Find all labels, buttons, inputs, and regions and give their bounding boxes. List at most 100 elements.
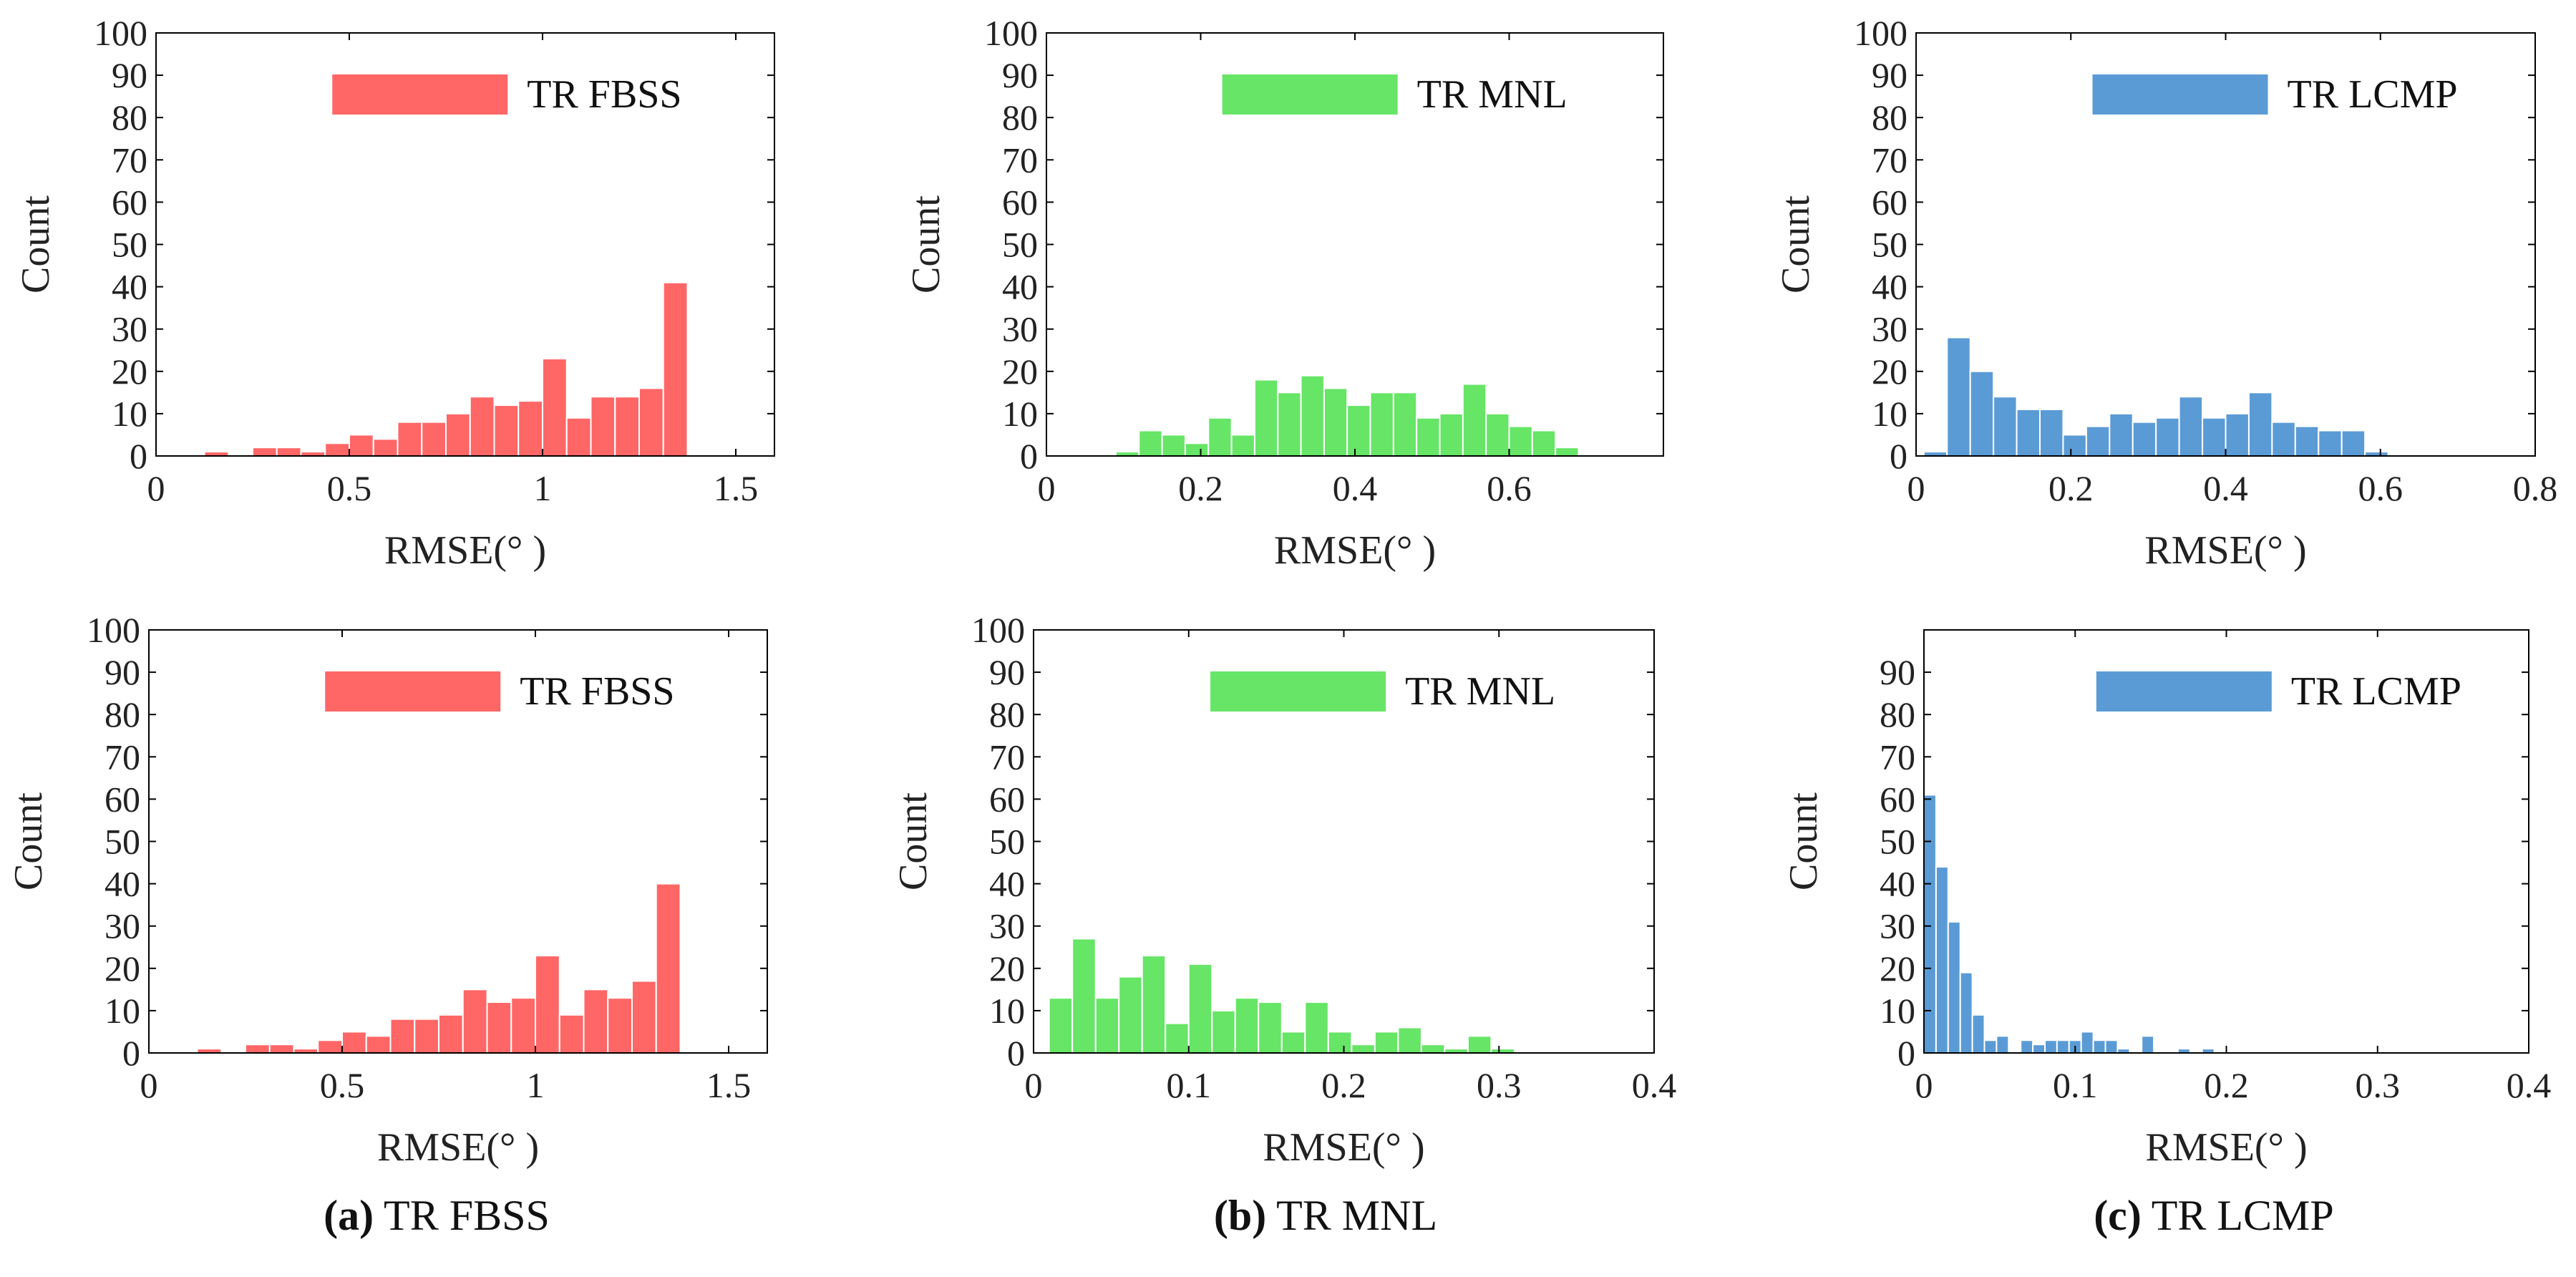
bar-top-mnl-12 — [1392, 392, 1418, 457]
bar-top-fbss-6 — [349, 434, 374, 457]
bar-bottom-lcmp-11 — [2056, 1039, 2070, 1054]
bar-top-mnl-1 — [1138, 429, 1163, 457]
caption-2: (c) TR LCMP — [2094, 1192, 2334, 1239]
y-tick-label: 10 — [1872, 394, 1907, 434]
bar-top-fbss-11 — [469, 396, 495, 457]
y-axis-title: Count — [1774, 195, 1818, 293]
bar-bottom-mnl-13 — [1351, 1044, 1376, 1054]
bar-bottom-fbss-2 — [245, 1044, 271, 1054]
bar-bottom-lcmp-14 — [2092, 1039, 2106, 1054]
bar-top-lcmp-16 — [2294, 425, 2320, 457]
bar-bottom-fbss-16 — [583, 989, 609, 1054]
bar-top-lcmp-11 — [2178, 396, 2204, 457]
y-tick-label: 20 — [112, 351, 147, 392]
bar-top-lcmp-5 — [2039, 408, 2064, 457]
x-tick-label: 0.8 — [2513, 468, 2558, 508]
y-tick-label: 70 — [105, 737, 140, 777]
bar-bottom-fbss-14 — [535, 955, 560, 1054]
y-tick-label: 80 — [989, 694, 1025, 734]
bar-top-mnl-2 — [1161, 434, 1186, 457]
y-tick-label: 70 — [112, 140, 147, 180]
bar-top-lcmp-4 — [2016, 408, 2041, 457]
bar-bottom-mnl-12 — [1327, 1031, 1353, 1054]
y-tick-label: 0 — [122, 1033, 140, 1073]
bar-bottom-lcmp-2 — [1947, 921, 1961, 1054]
x-tick-label: 0.6 — [2358, 468, 2404, 508]
y-tick-label: 70 — [989, 737, 1025, 777]
bar-bottom-fbss-17 — [607, 997, 633, 1054]
bar-bottom-lcmp-13 — [2080, 1031, 2094, 1054]
legend-label: TR LCMP — [2288, 72, 2458, 117]
caption-text: TR MNL — [1266, 1192, 1437, 1239]
bar-top-mnl-16 — [1485, 412, 1510, 457]
bar-bottom-lcmp-1 — [1935, 865, 1949, 1054]
caption-letter: (a) — [324, 1192, 374, 1239]
bar-bottom-fbss-15 — [558, 1014, 585, 1054]
y-tick-label: 90 — [989, 652, 1025, 692]
bar-top-fbss-15 — [565, 417, 592, 457]
bar-top-fbss-12 — [493, 404, 520, 457]
bar-bottom-mnl-10 — [1280, 1031, 1306, 1054]
x-tick-label: 0 — [1038, 468, 1056, 508]
bar-top-lcmp-1 — [1946, 336, 1971, 457]
bar-bottom-mnl-15 — [1397, 1026, 1422, 1054]
y-tick-label: 10 — [1880, 991, 1915, 1031]
bar-bottom-mnl-6 — [1187, 963, 1213, 1054]
bar-bottom-mnl-8 — [1234, 997, 1260, 1054]
bar-top-fbss-10 — [445, 412, 471, 457]
y-tick-label: 100 — [87, 610, 140, 650]
y-tick-label: 60 — [1880, 779, 1915, 819]
y-tick-label: 30 — [1002, 309, 1038, 349]
bar-top-mnl-9 — [1323, 387, 1348, 457]
bar-bottom-mnl-0 — [1048, 997, 1074, 1054]
bar-bottom-mnl-2 — [1094, 997, 1120, 1054]
y-tick-label: 40 — [989, 864, 1025, 904]
bar-bottom-lcmp-5 — [1983, 1039, 1998, 1054]
bar-bottom-lcmp-18 — [2141, 1035, 2155, 1054]
y-tick-label: 70 — [1872, 140, 1907, 180]
y-tick-label: 40 — [1002, 267, 1038, 307]
bar-top-fbss-18 — [638, 387, 664, 457]
bar-bottom-mnl-18 — [1467, 1035, 1492, 1054]
bar-bottom-mnl-1 — [1071, 938, 1097, 1054]
y-tick-label: 50 — [1002, 225, 1038, 265]
y-tick-label: 20 — [1002, 351, 1038, 392]
y-tick-label: 80 — [1880, 694, 1915, 734]
y-tick-label: 30 — [1880, 906, 1915, 946]
x-tick-label: 0.4 — [2203, 468, 2248, 508]
bar-bottom-fbss-10 — [438, 1014, 464, 1054]
y-tick-label: 90 — [105, 652, 140, 692]
y-tick-label: 0 — [1020, 436, 1038, 476]
bar-bottom-fbss-6 — [341, 1031, 367, 1054]
bar-top-lcmp-2 — [1969, 370, 1995, 457]
bar-bottom-mnl-16 — [1420, 1044, 1446, 1054]
caption-1: (b) TR MNL — [1214, 1192, 1437, 1239]
bar-bottom-mnl-4 — [1141, 955, 1167, 1054]
x-tick-label: 0.2 — [1321, 1065, 1366, 1105]
y-tick-label: 50 — [989, 822, 1025, 862]
x-tick-label: 0.2 — [1178, 468, 1223, 508]
legend-swatch — [325, 671, 501, 712]
y-tick-label: 60 — [989, 779, 1025, 819]
bar-bottom-fbss-3 — [268, 1044, 295, 1054]
y-tick-label: 10 — [1002, 394, 1038, 434]
y-tick-label: 0 — [130, 436, 147, 476]
bar-bottom-fbss-13 — [510, 997, 536, 1054]
bar-top-mnl-14 — [1439, 412, 1464, 457]
bar-bottom-fbss-8 — [389, 1018, 416, 1054]
y-tick-label: 100 — [94, 13, 147, 53]
bar-bottom-fbss-7 — [365, 1035, 392, 1054]
legend-label: TR FBSS — [520, 669, 674, 714]
bar-top-fbss-16 — [590, 396, 616, 457]
x-tick-label: 0.4 — [1632, 1065, 1677, 1105]
x-tick-label: 0.1 — [1167, 1065, 1212, 1105]
bar-top-lcmp-6 — [2062, 434, 2087, 457]
y-tick-label: 30 — [105, 906, 140, 946]
bar-top-mnl-17 — [1508, 425, 1533, 457]
bar-bottom-fbss-12 — [486, 1001, 512, 1054]
y-tick-label: 60 — [105, 779, 140, 819]
legend-swatch — [2092, 74, 2268, 115]
